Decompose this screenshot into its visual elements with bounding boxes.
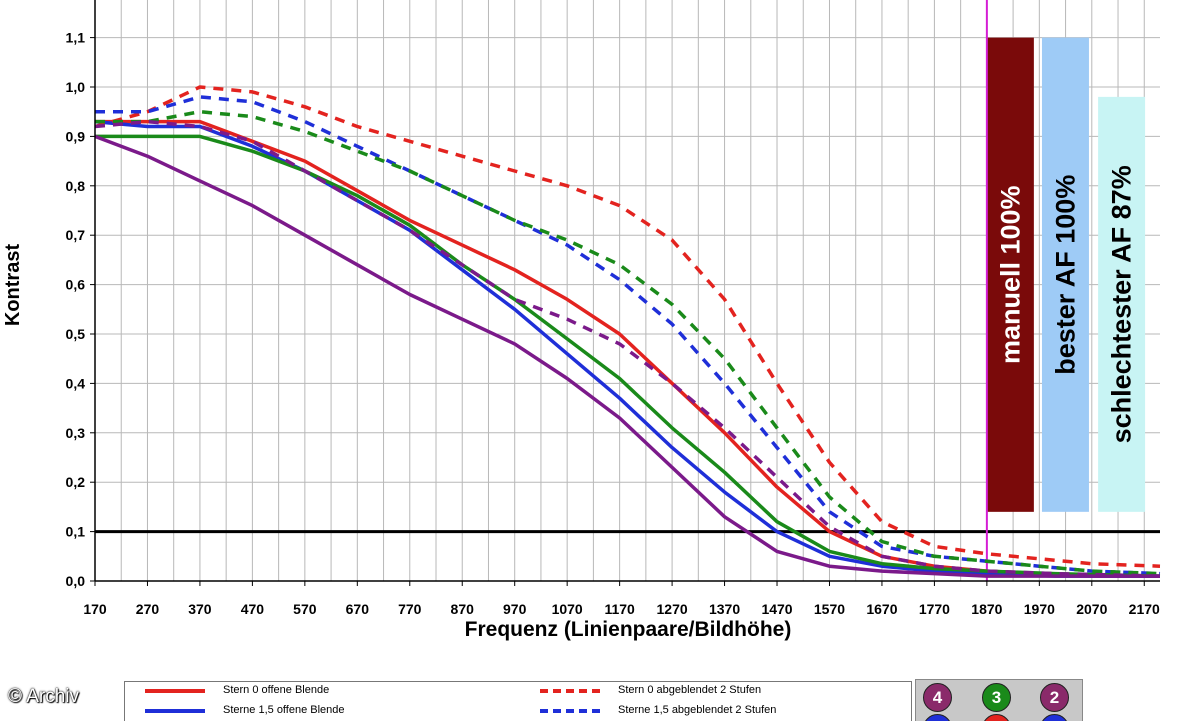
series-line-8 xyxy=(94,119,1161,578)
x-tick-label: 1970 xyxy=(1024,601,1055,617)
x-tick-label: 1570 xyxy=(814,601,845,617)
legend-label: Sterne 1,5 offene Blende xyxy=(223,704,345,716)
y-tick-label: 0,7 xyxy=(66,227,86,243)
x-tick-label: 770 xyxy=(398,601,422,617)
key-circle: 4 xyxy=(923,683,952,712)
chart-series xyxy=(94,85,1161,578)
x-tick-label: 170 xyxy=(83,601,107,617)
x-tick-label: 1770 xyxy=(919,601,950,617)
legend-swatch xyxy=(145,709,205,713)
x-tick-label: 1070 xyxy=(552,601,583,617)
watermark: © Archiv xyxy=(8,686,80,707)
x-tick-label: 1870 xyxy=(971,601,1002,617)
bar-3 xyxy=(1098,96,1146,512)
legend: Stern 0 offene Blende Stern 0 abgeblendet… xyxy=(124,681,912,721)
x-tick-label: 1170 xyxy=(604,601,635,617)
x-tick-label: 1270 xyxy=(657,601,688,617)
bar-label: bester AF 100% xyxy=(1050,175,1080,375)
y-tick-label: 0,9 xyxy=(66,128,86,144)
legend-swatch xyxy=(540,709,600,713)
y-tick-label: 0,5 xyxy=(66,326,86,342)
x-tick-label: 2170 xyxy=(1129,601,1160,617)
y-tick-label: 0,4 xyxy=(66,375,86,391)
y-tick-label: 0,1 xyxy=(66,524,86,540)
series-line-3 xyxy=(94,85,1161,568)
key-circle: 3 xyxy=(982,683,1011,712)
contrast-chart: manuell 100% bester AF 100% schlechtester … xyxy=(2,0,1161,641)
series-line-7 xyxy=(94,134,1160,578)
legend-label: Stern 0 offene Blende xyxy=(223,684,330,696)
legend-label: Stern 0 abgeblendet 2 Stufen xyxy=(618,684,762,696)
chart-axes: 0,0 0,1 0,2 0,3 0,4 0,5 0,6 0,7 0,8 0,9 1,0 1,1 170 2… xyxy=(66,0,1160,617)
x-tick-label: 570 xyxy=(293,601,317,617)
x-axis-label: Frequenz (Linienpaare/Bildhöhe) xyxy=(465,618,792,641)
x-tick-label: 370 xyxy=(188,601,212,617)
bar-label: manuell 100% xyxy=(995,185,1025,364)
legend-swatch xyxy=(145,689,205,693)
y-axis-label: Kontrast xyxy=(2,244,24,327)
bar-1 xyxy=(986,37,1034,512)
series-line-6 xyxy=(95,109,1161,576)
x-tick-label: 670 xyxy=(346,601,370,617)
x-tick-label: 1370 xyxy=(709,601,740,617)
x-tick-label: 470 xyxy=(241,601,265,617)
x-tick-label: 2070 xyxy=(1076,601,1107,617)
x-tick-label: 1670 xyxy=(866,601,897,617)
x-tick-label: 970 xyxy=(503,601,527,617)
y-tick-label: 1,1 xyxy=(66,30,86,46)
series-line-5 xyxy=(95,134,1161,578)
y-tick-label: 0,8 xyxy=(66,178,86,194)
bar-2 xyxy=(1041,37,1089,512)
legend-label: Sterne 1,5 abgeblendet 2 Stufen xyxy=(618,704,777,716)
legend-swatch xyxy=(540,689,600,693)
chart-bars: manuell 100% bester AF 100% schlechtester … xyxy=(986,37,1146,512)
x-tick-label: 270 xyxy=(136,601,160,617)
y-tick-label: 0,3 xyxy=(66,425,86,441)
y-tick-label: 0,0 xyxy=(66,573,86,589)
y-tick-label: 1,0 xyxy=(66,79,86,95)
x-tick-label: 870 xyxy=(451,601,475,617)
x-tick-label: 1470 xyxy=(761,601,792,617)
key-circle: 2 xyxy=(1040,683,1069,712)
bar-label: schlechtester AF 87% xyxy=(1107,165,1137,443)
series-line-2 xyxy=(94,119,1160,578)
y-tick-label: 0,6 xyxy=(66,277,86,293)
y-tick-label: 0,2 xyxy=(66,474,86,490)
